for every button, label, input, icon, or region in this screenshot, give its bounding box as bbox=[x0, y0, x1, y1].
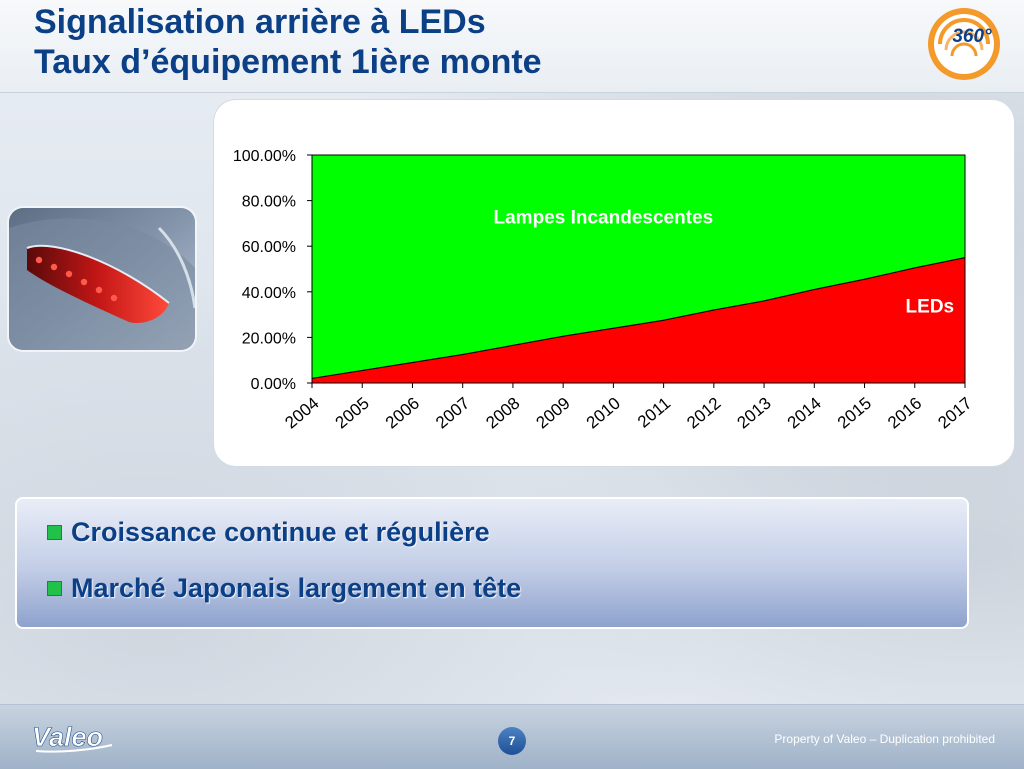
chart-panel: 0.00% 20.00% 40.00% 60.00% 80.00% 100.00% 2004… bbox=[214, 100, 1014, 466]
x-tick-label: 2014 bbox=[784, 394, 825, 433]
bullet-item: Marché Japonais largement en tête bbox=[47, 571, 521, 605]
bullet-text: Croissance continue et régulière bbox=[71, 516, 490, 547]
y-tick-label: 0.00% bbox=[251, 376, 296, 393]
y-tick-label: 80.00% bbox=[242, 194, 296, 211]
title-line-2: Taux d’équipement 1ière monte bbox=[34, 43, 542, 81]
x-tick-label: 2009 bbox=[533, 394, 574, 433]
taillight-image bbox=[9, 208, 195, 350]
bullet-square-icon bbox=[47, 524, 62, 540]
y-tick-label: 60.00% bbox=[242, 239, 296, 256]
x-tick-label: 2012 bbox=[683, 394, 724, 433]
copyright-notice: Property of Valeo – Duplication prohibit… bbox=[774, 732, 995, 746]
series-area-leds bbox=[311, 256, 966, 384]
slide-title: Signalisation arrière à LEDs Taux d’équi… bbox=[34, 2, 542, 82]
x-tick-label: 2013 bbox=[733, 394, 774, 433]
logo-360-icon: 360° bbox=[928, 8, 1000, 80]
logo-360-text: 360° bbox=[952, 26, 992, 47]
slide-footer: Valeo 7 Property of Valeo – Duplication … bbox=[0, 704, 1024, 769]
x-tick-label: 2007 bbox=[432, 394, 473, 433]
x-tick-label: 2010 bbox=[583, 394, 624, 433]
title-line-1: Signalisation arrière à LEDs bbox=[34, 3, 486, 41]
bullet-text: Marché Japonais largement en tête bbox=[71, 572, 522, 603]
bullet-square-icon bbox=[47, 580, 62, 596]
x-tick-label: 2004 bbox=[281, 394, 322, 433]
x-tick-label: 2008 bbox=[482, 394, 523, 433]
series-label-leds: LEDs bbox=[906, 296, 955, 317]
valeo-logo-icon: Valeo bbox=[32, 722, 113, 753]
led-taillight-photo bbox=[9, 208, 195, 350]
page-number-badge: 7 bbox=[498, 727, 526, 755]
x-tick-label: 2017 bbox=[934, 394, 975, 433]
x-tick-label: 2005 bbox=[332, 394, 373, 433]
series-label-lampes-incandescentes: Lampes Incandescentes bbox=[494, 207, 714, 228]
x-tick-label: 2015 bbox=[834, 394, 875, 433]
valeo-logo-text: Valeo bbox=[32, 722, 103, 752]
y-tick-label: 100.00% bbox=[233, 148, 296, 165]
area-chart: 0.00% 20.00% 40.00% 60.00% 80.00% 100.00% 2004… bbox=[233, 148, 976, 433]
x-tick-label: 2011 bbox=[634, 394, 674, 432]
y-tick-label: 40.00% bbox=[242, 285, 296, 302]
bullet-item: Croissance continue et régulière bbox=[47, 515, 490, 549]
key-points-panel: Croissance continue et régulière Marché … bbox=[15, 497, 969, 629]
x-tick-label: 2016 bbox=[884, 394, 925, 433]
x-tick-label: 2006 bbox=[382, 394, 423, 433]
slide-header: Signalisation arrière à LEDs Taux d’équi… bbox=[0, 0, 1024, 93]
y-tick-label: 20.00% bbox=[242, 330, 296, 347]
